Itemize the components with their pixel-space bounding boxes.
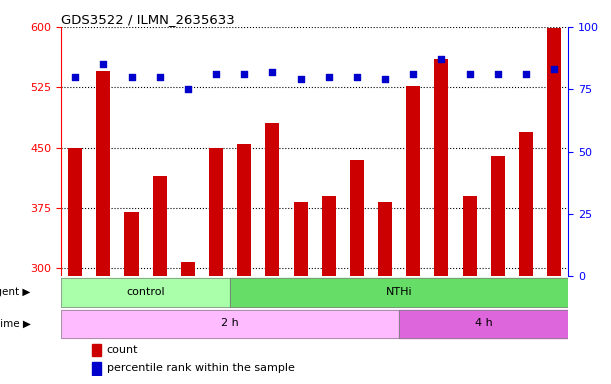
Bar [237, 144, 251, 276]
Point [380, 76, 390, 83]
Bar [181, 262, 195, 276]
Bar [68, 148, 82, 276]
Text: GDS3522 / ILMN_2635633: GDS3522 / ILMN_2635633 [61, 13, 235, 26]
Point [268, 69, 277, 75]
Bar [322, 196, 336, 276]
Bar [230, 278, 568, 307]
Text: count: count [107, 345, 138, 355]
Bar [350, 160, 364, 276]
Point [70, 74, 80, 80]
Text: percentile rank within the sample: percentile rank within the sample [107, 363, 295, 373]
Bar [547, 28, 561, 276]
Text: agent ▶: agent ▶ [0, 287, 31, 297]
Bar [125, 212, 139, 276]
Point [155, 74, 164, 80]
Bar [61, 310, 399, 338]
Bar [230, 278, 568, 307]
Bar [61, 310, 399, 338]
Point [98, 61, 108, 68]
Point [126, 74, 136, 80]
Point [183, 86, 193, 92]
Bar [265, 124, 279, 276]
Bar [61, 278, 230, 307]
Point [324, 74, 334, 80]
Text: time ▶: time ▶ [0, 318, 31, 328]
Point [436, 56, 446, 62]
Bar [406, 86, 420, 276]
Bar [92, 362, 101, 374]
Point [352, 74, 362, 80]
Bar [399, 310, 568, 338]
Bar [519, 132, 533, 276]
Bar [209, 148, 223, 276]
Point [408, 71, 418, 78]
Point [521, 71, 531, 78]
Point [549, 66, 559, 73]
Bar [378, 202, 392, 276]
Point [493, 71, 503, 78]
Bar [97, 71, 111, 276]
Bar [463, 196, 477, 276]
Point [240, 71, 249, 78]
Text: 2 h: 2 h [221, 318, 239, 328]
Bar [399, 310, 568, 338]
Point [465, 71, 475, 78]
Bar [491, 156, 505, 276]
Point [211, 71, 221, 78]
Text: 4 h: 4 h [475, 318, 492, 328]
Bar [92, 344, 101, 356]
Bar [61, 278, 230, 307]
Text: NTHi: NTHi [386, 287, 412, 297]
Point [296, 76, 306, 83]
Text: control: control [126, 287, 165, 297]
Bar [153, 176, 167, 276]
Bar [434, 59, 448, 276]
Bar [293, 202, 307, 276]
